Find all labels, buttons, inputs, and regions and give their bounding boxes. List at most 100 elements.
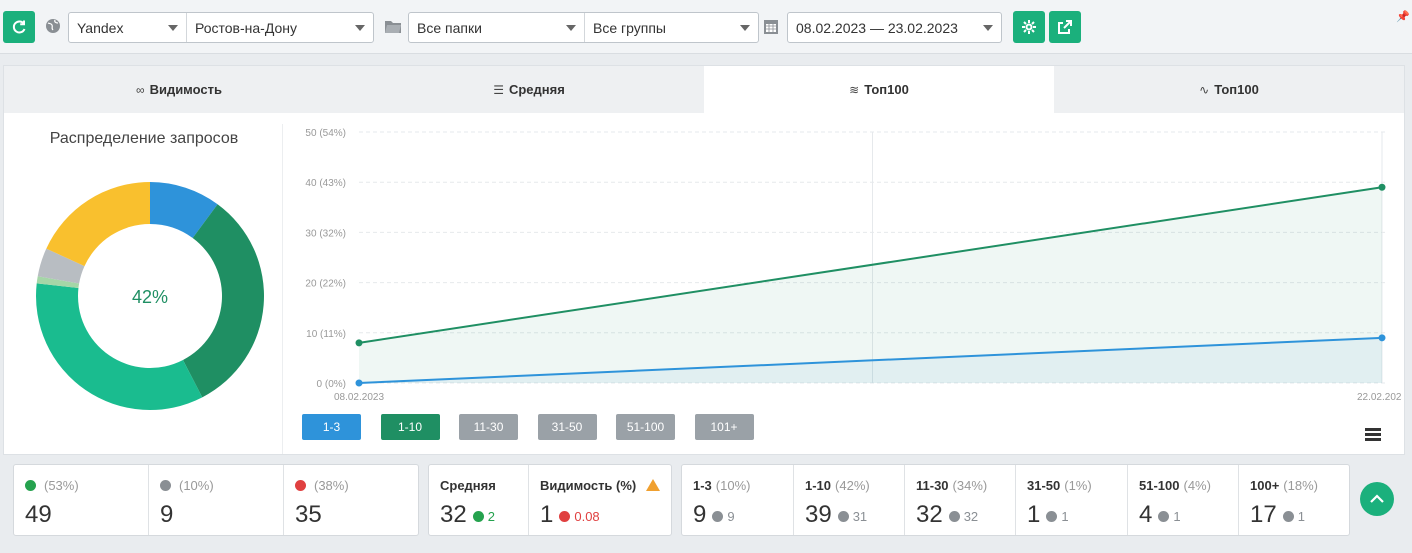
date-range-select[interactable]: 08.02.2023 — 23.02.2023 <box>787 12 1002 43</box>
folder-icon <box>385 21 401 33</box>
toolbar: Yandex Ростов-на-Дону Все папки Все груп… <box>0 0 1412 54</box>
arrow-up-icon <box>1046 511 1058 522</box>
calendar-icon <box>764 20 778 34</box>
range-delta: 1 <box>1173 509 1181 524</box>
tab-top100[interactable]: ≋ Топ100 <box>704 66 1054 113</box>
range-pct: (4%) <box>1183 477 1211 493</box>
folders-select-value: Все папки <box>417 19 482 36</box>
pulse-icon: ∿ <box>1199 82 1210 97</box>
series-line-1-3 <box>358 336 1383 384</box>
stat-visibility-label: Видимость (%) <box>540 477 637 493</box>
chevron-down-icon <box>355 25 365 31</box>
stat-down-value: 35 <box>295 501 322 528</box>
range-pct: (34%) <box>952 477 988 493</box>
export-button[interactable] <box>1049 11 1081 43</box>
y-tick-label: 50 (54%) <box>305 128 346 139</box>
folder-group-select: Все папки Все группы <box>408 12 759 43</box>
x-tick-label: 22.02.2023 <box>1357 392 1402 403</box>
range-value: 9 <box>693 501 707 528</box>
stat-visibility: Видимость (%) 1 0.08 <box>529 465 671 535</box>
range-value: 39 <box>805 501 832 528</box>
arrow-up-icon <box>712 511 724 522</box>
engine-select-value: Yandex <box>77 19 124 36</box>
legend-toggle-31-50[interactable]: 31-50 <box>537 414 597 440</box>
y-tick-label: 10 (11%) <box>306 329 346 340</box>
arrow-down-icon <box>948 511 960 522</box>
legend-toggle-11-30[interactable]: 11-30 <box>459 414 518 440</box>
y-tick-label: 0 (0%) <box>317 379 346 390</box>
layers-icon: ≋ <box>849 82 860 97</box>
arrow-down-icon <box>295 479 306 491</box>
donut-slice-4-10[interactable] <box>182 204 264 398</box>
report-panel: ∞ Видимость ☰ Средняя ≋ Топ100 ∿ Топ100 … <box>3 65 1405 455</box>
range-label: 1-10 <box>805 477 832 493</box>
legend-toggle-51-100[interactable]: 51-100 <box>616 414 675 440</box>
tab-label: Средняя <box>508 82 565 97</box>
average-visibility-card: Средняя 32 2 Видимость (%) 1 0.08 <box>428 464 672 536</box>
range-cell: 1-3 (10%) 9 9 <box>682 465 794 535</box>
chevron-down-icon <box>983 25 993 31</box>
chevron-down-icon <box>566 25 576 31</box>
legend-toggle-101+[interactable]: 101+ <box>694 414 754 440</box>
range-delta: 9 <box>727 509 735 524</box>
data-point[interactable] <box>1378 183 1386 191</box>
stat-down-pct: (38%) <box>314 477 349 493</box>
arrow-down-icon <box>1282 511 1294 522</box>
date-range-value-wrap: 08.02.2023 — 23.02.2023 <box>788 13 1001 42</box>
stat-equal-value: 9 <box>160 501 174 528</box>
changes-card: (53%) 49 (10%) 9 (38%) 35 <box>13 464 419 536</box>
range-value: 4 <box>1139 501 1153 528</box>
warning-icon[interactable] <box>646 479 661 491</box>
range-pct: (42%) <box>835 477 870 493</box>
donut-slice-11-30[interactable] <box>35 283 203 410</box>
region-select[interactable]: Ростов-на-Дону <box>186 13 373 42</box>
range-delta: 32 <box>963 509 979 524</box>
globe-icon <box>46 19 60 33</box>
range-cell: 1-10 (42%) 39 31 <box>794 465 905 535</box>
region-select-value: Ростов-на-Дону <box>195 19 297 36</box>
minus-icon <box>160 479 171 491</box>
arrow-down-icon <box>559 511 571 522</box>
donut-slice-100+[interactable] <box>46 182 150 267</box>
stat-average-label: Средняя <box>440 477 496 493</box>
stat-average-value: 32 <box>440 501 467 528</box>
data-point[interactable] <box>355 379 363 387</box>
export-icon <box>1058 20 1072 34</box>
folders-select[interactable]: Все папки <box>409 13 584 42</box>
data-point[interactable] <box>355 339 363 347</box>
donut-slice-1-3[interactable] <box>150 182 218 239</box>
settings-button[interactable] <box>1013 11 1045 43</box>
stat-up: (53%) 49 <box>14 465 149 535</box>
chart-menu-icon[interactable] <box>1365 428 1381 443</box>
pin-icon[interactable]: 📌 <box>1396 11 1410 23</box>
date-range-value: 08.02.2023 — 23.02.2023 <box>796 19 958 36</box>
tab-bar: ∞ Видимость ☰ Средняя ≋ Топ100 ∿ Топ100 <box>4 66 1404 113</box>
stat-up-pct: (53%) <box>44 477 79 493</box>
range-label: 31-50 <box>1027 477 1061 493</box>
stat-average-delta: 2 <box>487 509 495 524</box>
series-line-1-10 <box>358 186 1383 344</box>
data-point[interactable] <box>1378 334 1386 342</box>
refresh-button[interactable] <box>3 11 35 43</box>
range-pct: (1%) <box>1064 477 1092 493</box>
engine-select[interactable]: Yandex <box>69 13 186 42</box>
donut-slice-51-100[interactable] <box>37 248 85 284</box>
groups-select[interactable]: Все группы <box>584 13 758 42</box>
tab-top100-dynamics[interactable]: ∿ Топ100 <box>1054 66 1404 113</box>
scroll-to-top-button[interactable] <box>1360 482 1394 516</box>
legend-toggle-1-3[interactable]: 1-3 <box>302 414 361 440</box>
range-delta: 31 <box>852 509 868 524</box>
tab-average[interactable]: ☰ Средняя <box>354 66 704 113</box>
tab-visibility[interactable]: ∞ Видимость <box>4 66 354 113</box>
arrow-up-icon <box>25 479 36 491</box>
range-value: 17 <box>1250 501 1277 528</box>
donut-center-label: 42% <box>132 287 168 307</box>
donut-slice-31-50[interactable] <box>36 276 80 289</box>
stat-visibility-delta: 0.08 <box>574 509 600 524</box>
legend-toggle-1-10[interactable]: 1-10 <box>380 414 440 440</box>
divider <box>282 124 283 454</box>
tab-label: Топ100 <box>1214 82 1259 97</box>
range-pct: (10%) <box>715 477 751 493</box>
arrow-up-icon <box>472 511 484 522</box>
chevron-down-icon <box>740 25 750 31</box>
